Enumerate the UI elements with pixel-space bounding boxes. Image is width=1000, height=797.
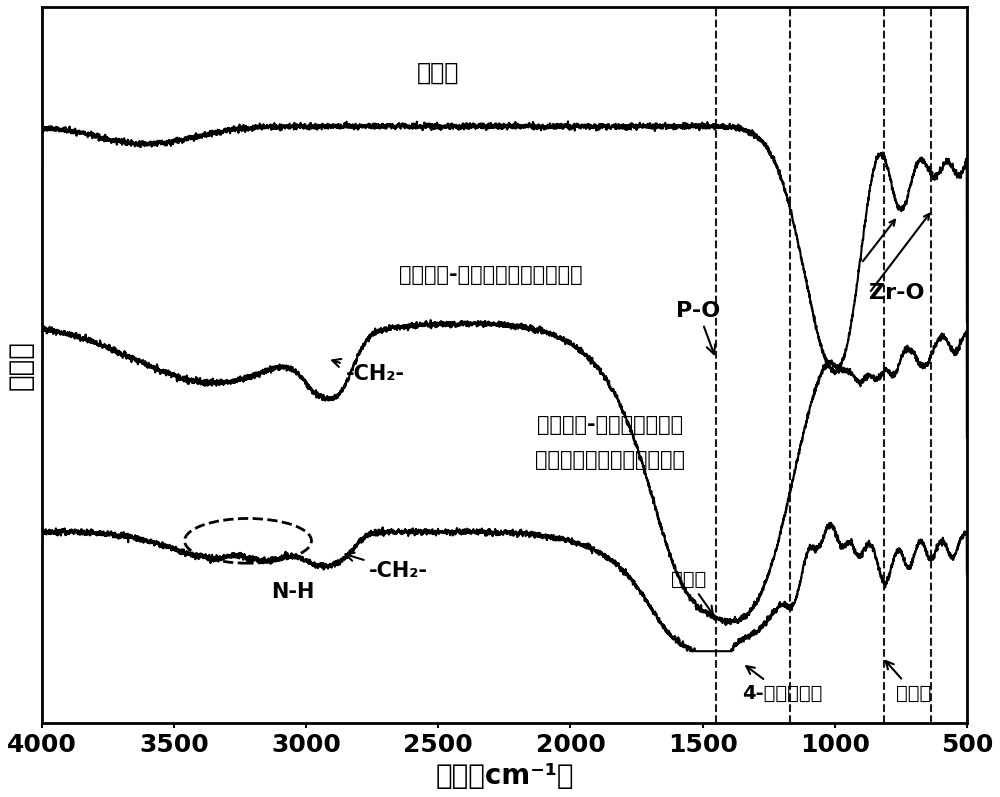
Text: 阻燃剂修饰层状纳米磷酸锰: 阻燃剂修饰层状纳米磷酸锰 bbox=[535, 450, 685, 470]
Text: 三噘环: 三噘环 bbox=[886, 661, 932, 702]
Text: 磷酸锰: 磷酸锰 bbox=[417, 61, 459, 84]
Y-axis label: 透过率: 透过率 bbox=[7, 340, 35, 390]
Text: Zr-O: Zr-O bbox=[869, 283, 925, 304]
Text: 共聚型氮-磷大分子膨胀型阻燃剂: 共聚型氮-磷大分子膨胀型阻燃剂 bbox=[399, 265, 583, 285]
Text: -CH₂-: -CH₂- bbox=[345, 553, 428, 581]
Text: P-O: P-O bbox=[676, 301, 720, 354]
Text: -CH₂-: -CH₂- bbox=[332, 359, 404, 384]
Text: 共聚型氮-磷大分子膨胀型: 共聚型氮-磷大分子膨胀型 bbox=[537, 414, 683, 434]
Text: 4-取代吠啊环: 4-取代吠啊环 bbox=[742, 666, 822, 702]
Text: 三噘环: 三噘环 bbox=[671, 570, 713, 614]
Text: N-H: N-H bbox=[271, 582, 315, 602]
X-axis label: 波长（cm⁻¹）: 波长（cm⁻¹） bbox=[435, 762, 574, 790]
